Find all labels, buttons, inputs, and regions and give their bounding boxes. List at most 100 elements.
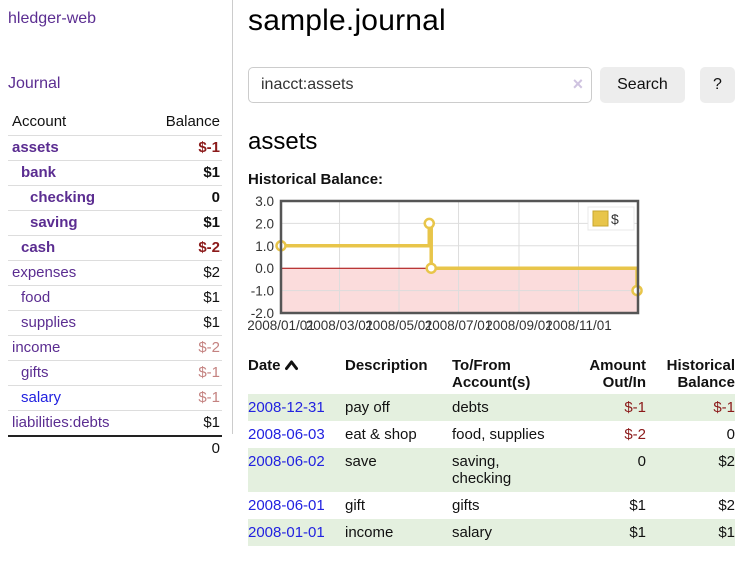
transaction-row: 2008-06-01 gift gifts $1 $2 (248, 492, 735, 519)
plot-border (279, 199, 640, 315)
accounts-table: Account Balance assets $-1 bank $1 checking 0… (8, 109, 222, 461)
account-balance: $-1 (142, 135, 222, 161)
account-row: food $1 (8, 285, 222, 311)
transaction-description: save (345, 448, 452, 492)
account-link[interactable]: supplies (21, 314, 77, 331)
chart-title: Historical Balance: (248, 171, 384, 188)
x-tick-label: 2008/11/01 (545, 318, 612, 333)
transaction-amount: $-1 (564, 394, 646, 421)
transaction-amount: $1 (564, 519, 646, 546)
account-link[interactable]: expenses (12, 264, 77, 281)
account-balance: $1 (142, 310, 222, 336)
account-row: assets $-1 (8, 135, 222, 161)
y-tick-label: 0.0 (255, 261, 274, 276)
account-row: expenses $2 (8, 260, 222, 286)
transaction-historical-balance: $1 (646, 519, 735, 546)
page-title: sample.journal (248, 4, 446, 37)
search-button[interactable]: Search (600, 67, 685, 103)
transaction-date-link[interactable]: 2008-12-31 (248, 399, 325, 416)
help-button[interactable]: ? (699, 67, 735, 103)
transaction-date-link[interactable]: 2008-01-01 (248, 524, 325, 541)
journal-link[interactable]: Journal (8, 75, 61, 92)
x-tick-label: 2008/07/01 (425, 318, 493, 333)
register-header-date[interactable]: Date (248, 354, 345, 394)
account-heading: assets (248, 128, 318, 155)
account-link[interactable]: salary (21, 389, 62, 406)
main-content: sample.journal × Search ? assets Histori… (248, 0, 735, 546)
account-link[interactable]: liabilities:debts (12, 414, 110, 431)
transaction-amount: $1 (629, 497, 646, 514)
x-tick-label: 2008/03/01 (306, 318, 374, 333)
account-balance: 0 (142, 185, 222, 211)
x-tick-label: 2008/05/01 (365, 318, 433, 333)
accounts-total-row: 0 (8, 435, 222, 461)
sidebar-item-journal: Journal (8, 75, 222, 93)
search-form: × Search ? (248, 67, 735, 103)
account-balance: $-2 (142, 235, 222, 261)
register-table: Date Description To/From Account(s) Amou… (248, 354, 735, 546)
account-balance: $-2 (142, 335, 222, 361)
search-input[interactable] (248, 67, 593, 103)
transaction-amount: $-2 (624, 426, 646, 443)
sort-ascending-icon (284, 358, 298, 375)
account-link[interactable]: food (21, 289, 51, 306)
transaction-amount: 0 (564, 448, 646, 492)
register-header-amount[interactable]: Amount Out/In (589, 357, 646, 391)
y-tick-label: -2.0 (251, 306, 274, 321)
account-balance: $1 (142, 210, 222, 236)
transaction-date-link[interactable]: 2008-06-01 (248, 497, 325, 514)
x-tick-label: 2008/01/01 (248, 318, 315, 333)
app-title: hledger-web (8, 10, 222, 28)
transaction-accounts: food, supplies (452, 426, 545, 443)
account-row: salary $-1 (8, 385, 222, 411)
sidebar: hledger-web Journal Account Balance asse… (0, 0, 233, 461)
account-link[interactable]: checking (30, 189, 96, 206)
register-header-accounts[interactable]: To/From Account(s) (452, 357, 531, 391)
y-tick-label: 1.0 (255, 239, 274, 254)
transaction-description: income (345, 519, 452, 546)
data-point-marker (425, 262, 437, 274)
transaction-row: 2008-06-02 save saving, checking 0 $2 (248, 448, 735, 492)
account-row: liabilities:debts $1 (8, 410, 222, 436)
y-tick-label: 2.0 (255, 216, 274, 231)
account-balance: $1 (142, 410, 222, 436)
account-link[interactable]: gifts (21, 364, 49, 381)
account-row: checking 0 (8, 185, 222, 211)
legend-swatch (592, 210, 609, 227)
account-row: income $-2 (8, 335, 222, 361)
transaction-accounts: gifts (452, 497, 480, 514)
account-link[interactable]: saving (30, 214, 78, 231)
account-balance: $-1 (142, 360, 222, 386)
y-tick-label: 3.0 (255, 194, 274, 209)
transaction-historical-balance: 0 (726, 426, 735, 443)
account-link[interactable]: cash (21, 239, 56, 256)
transaction-accounts: debts (452, 394, 564, 421)
account-link[interactable]: bank (21, 164, 57, 181)
app-title-link[interactable]: hledger-web (8, 10, 97, 27)
account-link[interactable]: income (12, 339, 61, 356)
transaction-historical-balance: $-1 (646, 394, 735, 421)
data-point-marker (423, 217, 436, 230)
register-header-description[interactable]: Description (345, 357, 428, 374)
historical-balance-chart: 3.0 2.0 1.0 0.0 -1.0 -2.02008/01/012008/03/01… (248, 194, 643, 333)
account-balance: $-1 (142, 385, 222, 411)
account-balance: $1 (142, 285, 222, 311)
x-tick-label: 2008/09/01 (485, 318, 553, 333)
clear-search-icon[interactable]: × (572, 74, 584, 94)
transaction-date-link[interactable]: 2008-06-03 (248, 426, 325, 443)
search-box: × (248, 67, 593, 103)
account-balance: $2 (142, 260, 222, 286)
account-row: cash $-2 (8, 235, 222, 261)
transaction-accounts: saving, checking (452, 448, 564, 492)
transaction-description: eat & shop (345, 426, 417, 443)
transaction-date-link[interactable]: 2008-06-02 (248, 453, 325, 470)
register-header-historical[interactable]: Historical Balance (666, 357, 735, 391)
account-balance: $1 (142, 160, 222, 186)
accounts-header-account: Account (12, 113, 67, 130)
transaction-description: pay off (345, 394, 452, 421)
account-row: gifts $-1 (8, 360, 222, 386)
legend-label: $ (611, 211, 619, 227)
account-link[interactable]: assets (12, 139, 59, 156)
transaction-row: 2008-12-31 pay off debts $-1 $-1 (248, 394, 735, 421)
account-row: bank $1 (8, 160, 222, 186)
